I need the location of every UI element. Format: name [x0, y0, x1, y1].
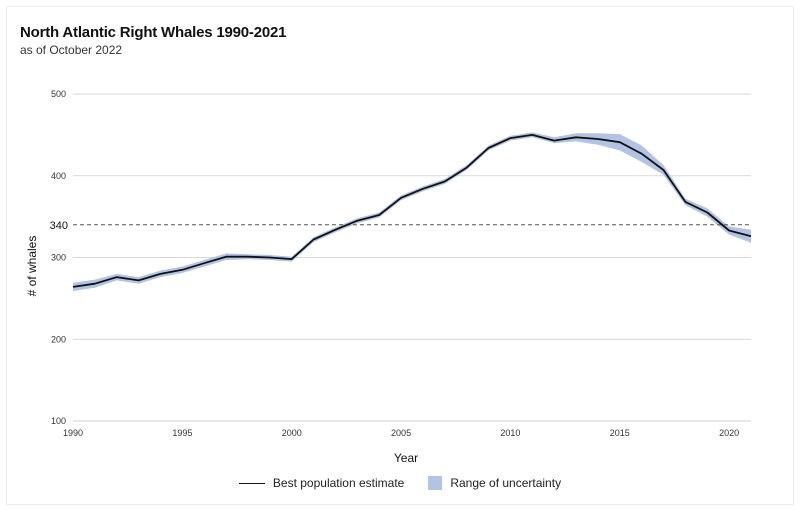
- x-tick-label-2000: 2000: [282, 428, 302, 438]
- legend-estimate-label: Best population estimate: [272, 476, 405, 490]
- chart-title: North Atlantic Right Whales 1990-2021: [20, 24, 287, 41]
- y-tick-label-100: 100: [51, 416, 66, 426]
- chart-frame: [6, 6, 794, 505]
- legend: Best population estimate Range of uncert…: [0, 476, 800, 490]
- y-tick-label-400: 400: [51, 171, 66, 181]
- legend-item-uncertainty: Range of uncertainty: [428, 476, 561, 490]
- x-tick-label-2015: 2015: [610, 428, 630, 438]
- tick-labels: 100 200 300 400 500 1990 1995 2000 2005 2010 2015 2…: [50, 89, 740, 438]
- x-tick-label-2020: 2020: [719, 428, 739, 438]
- uncertainty-band: [73, 132, 751, 291]
- uncertainty-swatch: [428, 476, 443, 490]
- y-axis-label: # of whales: [25, 236, 39, 297]
- x-tick-label-1995: 1995: [172, 428, 192, 438]
- chart-subtitle: as of October 2022: [20, 43, 123, 57]
- uncertainty-band-layer: [73, 132, 751, 291]
- legend-item-estimate: Best population estimate: [238, 476, 405, 490]
- estimate-line-layer: [72, 133, 752, 288]
- y-tick-label-300: 300: [51, 253, 66, 263]
- x-axis-label: Year: [394, 451, 418, 465]
- reference-line-label: 340: [50, 220, 68, 232]
- y-tick-label-500: 500: [51, 89, 66, 99]
- estimate-line: [72, 133, 752, 288]
- grid-lines: [73, 93, 751, 422]
- y-tick-label-200: 200: [51, 334, 66, 344]
- x-tick-label-2010: 2010: [500, 428, 520, 438]
- x-tick-label-2005: 2005: [391, 428, 411, 438]
- legend-uncertainty-label: Range of uncertainty: [450, 476, 562, 490]
- x-tick-label-1990: 1990: [63, 428, 83, 438]
- estimate-swatch: [238, 482, 265, 484]
